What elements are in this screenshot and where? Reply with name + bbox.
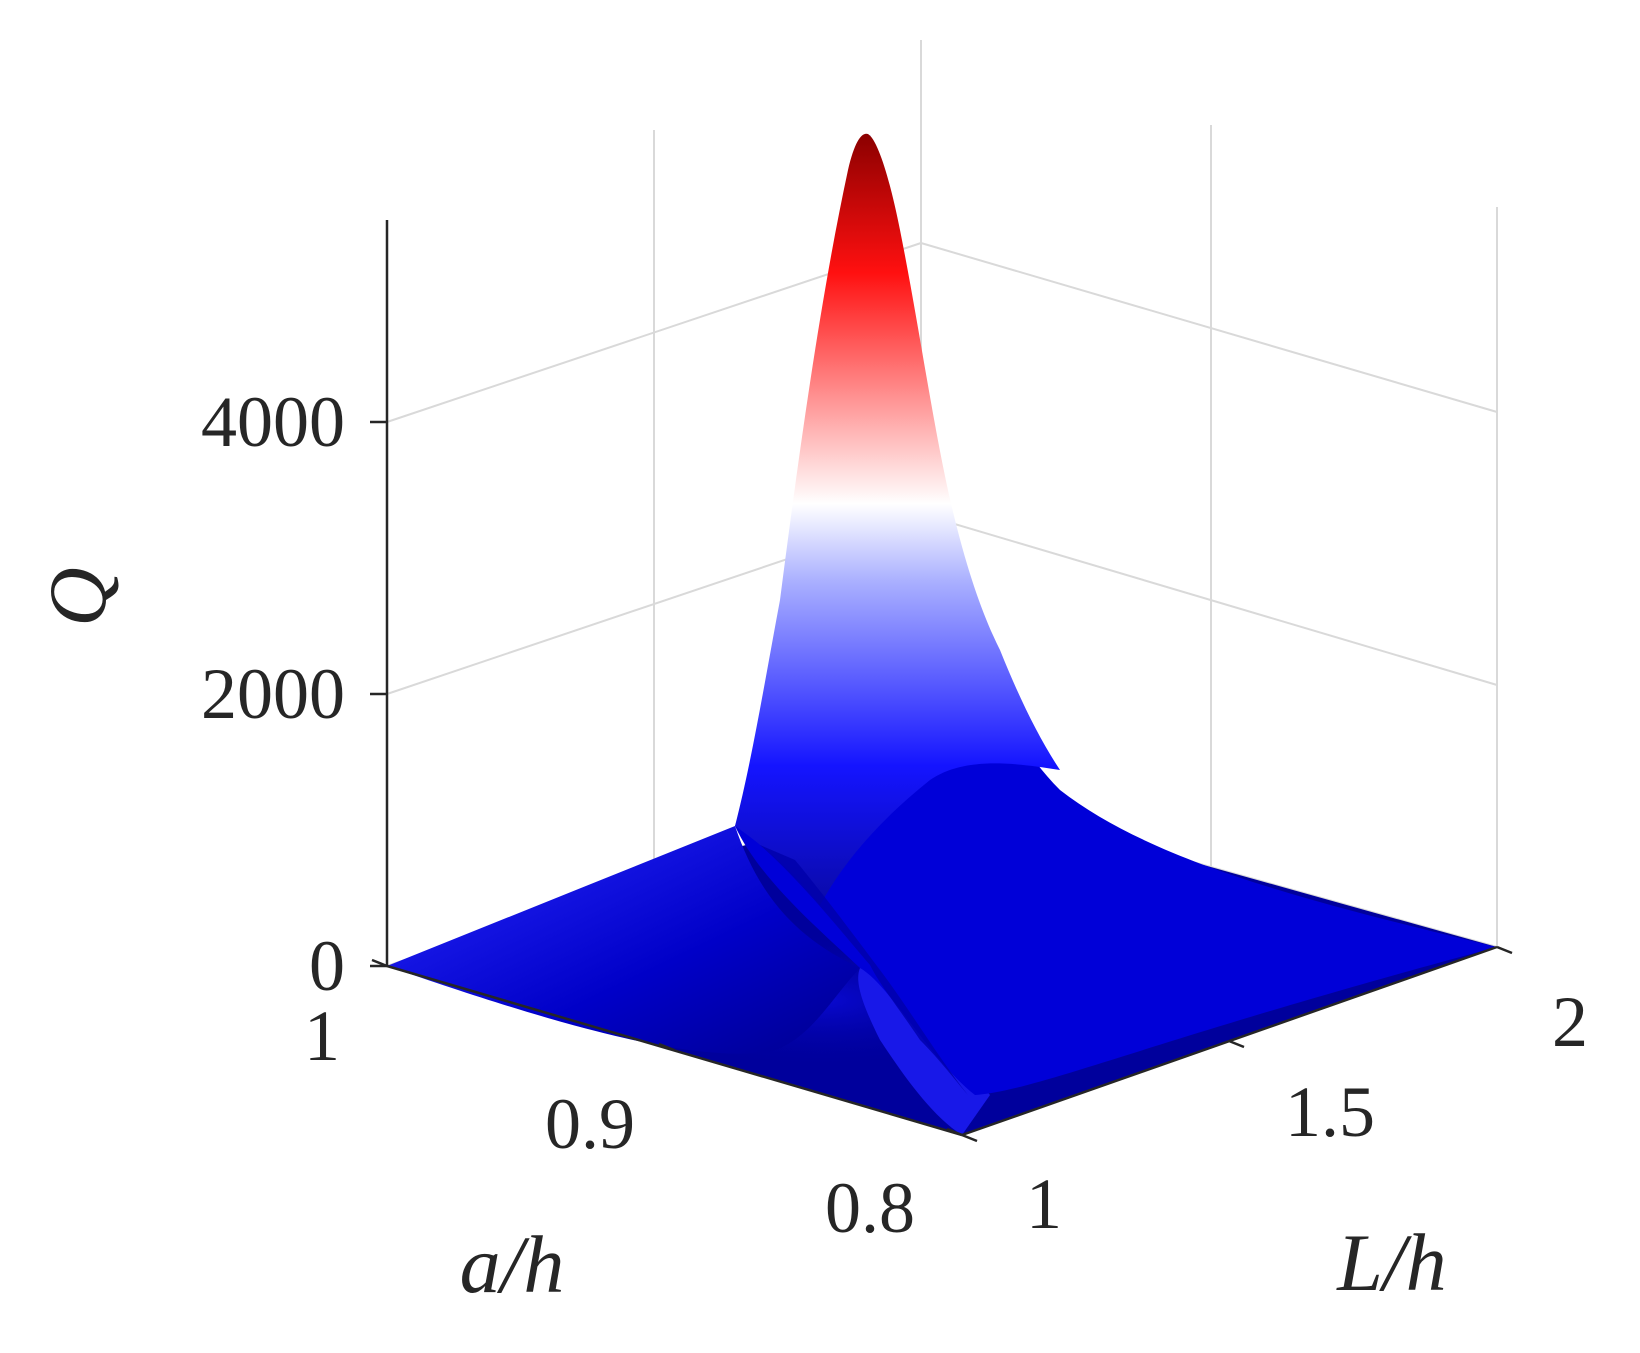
surface-peak [735, 133, 1060, 905]
y-tick-0.9 [658, 1042, 675, 1052]
z-axis-title: Q [32, 567, 123, 626]
y-tick-label-0.9: 0.9 [545, 1084, 635, 1164]
x-tick-labels: 1 1.5 2 [1026, 982, 1588, 1244]
z-tick-label-4000: 4000 [201, 382, 345, 462]
x-tick-1.5 [1228, 1039, 1245, 1049]
axes [370, 220, 1513, 1143]
surface-ridge-shadow [760, 845, 968, 1095]
grid-z2000-right [920, 513, 1498, 686]
x-tick-label-1: 1 [1026, 1164, 1062, 1244]
z-tick-label-2000: 2000 [201, 654, 345, 734]
y-tick-1 [371, 958, 388, 968]
surface [387, 133, 1497, 1135]
z-tick-label-0: 0 [309, 926, 345, 1006]
grid-z4000-right [920, 242, 1498, 413]
x-tick-1 [961, 1133, 978, 1143]
y-tick-label-1: 1 [304, 996, 340, 1076]
x-tick-2 [1496, 945, 1513, 955]
y-tick-0.8 [946, 1127, 963, 1137]
y-tick-label-0.8: 0.8 [825, 1168, 915, 1248]
x-axis-title: L/h [1336, 1217, 1446, 1308]
surface-front-right-lobe [858, 968, 990, 1135]
y-tick-labels: 1 0.9 0.8 [304, 996, 915, 1248]
y-axis-title: a/h [460, 1219, 565, 1310]
surface-ridge-flank [735, 135, 1497, 1095]
x-tick-label-1.5: 1.5 [1285, 1072, 1375, 1152]
x-tick-label-2: 2 [1552, 982, 1588, 1062]
z-tick-labels: 0 2000 4000 [201, 382, 345, 1006]
surface-front-left-lobe [387, 826, 860, 1054]
y-axis-line [386, 964, 963, 1137]
